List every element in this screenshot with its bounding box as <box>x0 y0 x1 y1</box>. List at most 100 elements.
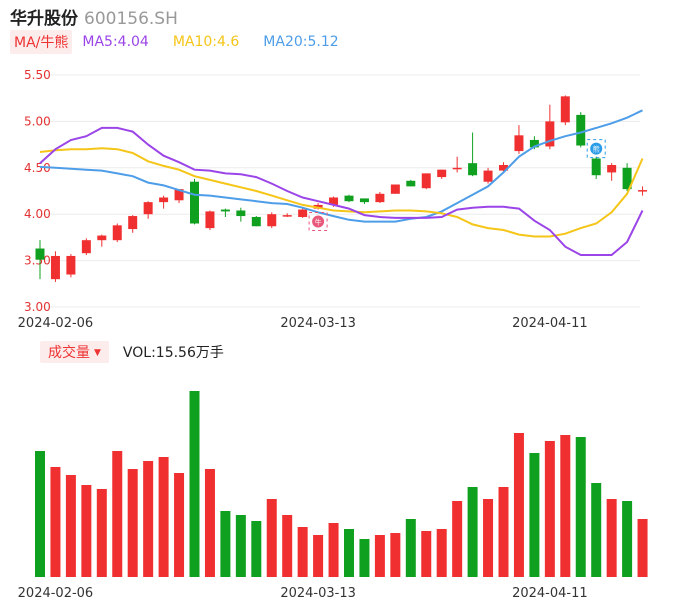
volume-bar <box>220 511 231 577</box>
candle-body <box>220 209 230 212</box>
volume-bar <box>591 483 602 577</box>
candle <box>560 95 570 126</box>
volume-indicator-tag[interactable]: 成交量 ▼ <box>40 341 109 363</box>
candle <box>220 208 230 217</box>
candle <box>267 212 277 229</box>
candle-body <box>190 181 199 224</box>
candle <box>298 208 308 218</box>
candle-body <box>81 240 91 254</box>
candle <box>344 194 354 203</box>
candle-body <box>97 235 107 241</box>
volume-bar <box>637 519 648 577</box>
candle-body <box>112 225 122 241</box>
volume-value: VOL:15.56万手 <box>122 345 224 361</box>
volume-bar <box>65 475 76 577</box>
candle <box>143 201 153 219</box>
volume-bar <box>467 487 478 577</box>
candle-body <box>298 209 308 217</box>
volume-bar <box>529 453 540 577</box>
signal-marker-badge <box>312 215 325 228</box>
volume-bar <box>405 519 416 577</box>
volume-bar <box>344 529 354 577</box>
candle <box>236 207 246 222</box>
volume-bar <box>374 535 385 577</box>
volume-bar <box>158 457 169 577</box>
candle-body <box>50 255 60 280</box>
volume-bar <box>251 521 262 577</box>
candle-body <box>359 198 369 203</box>
price-y-tick-label: 4.50 <box>24 161 51 175</box>
candle-body <box>638 190 648 192</box>
candle <box>576 112 586 148</box>
candle-body <box>529 139 539 148</box>
candle-body <box>128 216 138 230</box>
candle <box>112 223 122 243</box>
candle-body <box>66 255 76 275</box>
candle-body <box>390 184 400 194</box>
volume-x-tick-label: 2024-04-11 <box>512 586 588 601</box>
candle <box>97 234 107 247</box>
candle <box>35 240 45 280</box>
price-x-tick-label: 2024-02-06 <box>18 316 94 331</box>
signal-marker-frame <box>586 139 606 159</box>
candle-body <box>251 216 261 227</box>
candle-body <box>421 173 431 189</box>
price-y-tick-label: 5.50 <box>24 68 51 82</box>
candle <box>452 156 462 173</box>
candle <box>622 163 632 191</box>
candle <box>205 210 215 230</box>
candle <box>190 178 199 225</box>
volume-bar <box>622 501 633 577</box>
stock-code: 600156.SH <box>84 9 178 29</box>
signal-marker: 熊 <box>586 139 606 159</box>
candle <box>406 179 416 187</box>
candle <box>607 163 617 181</box>
volume-bar <box>575 437 586 577</box>
candle <box>359 198 369 204</box>
volume-bar <box>513 433 524 577</box>
volume-bar <box>483 499 494 577</box>
candle <box>50 251 60 282</box>
candle-body <box>622 167 632 190</box>
volume-bar <box>390 533 401 577</box>
volume-bar <box>50 467 61 577</box>
candle <box>66 254 76 278</box>
candle <box>638 186 648 196</box>
stock-name: 华升股份 <box>10 9 78 29</box>
candle <box>375 191 385 204</box>
volume-bar <box>204 469 215 577</box>
candle-body <box>35 248 45 260</box>
candle-body <box>174 189 184 201</box>
stock-header: 华升股份 600156.SH <box>10 4 178 29</box>
candle-body <box>483 170 493 182</box>
ma20-line <box>39 109 643 223</box>
volume-bar <box>328 523 339 577</box>
volume-chart: 2024-02-06 2024-03-13 2024-04-11 <box>18 391 648 601</box>
volume-bar <box>297 527 308 577</box>
ma-indicator-tag[interactable]: MA/牛熊 <box>10 30 73 54</box>
volume-bar <box>35 451 45 577</box>
candle-body <box>545 121 555 147</box>
ma10-line <box>39 147 644 238</box>
signal-marker-badge <box>590 142 603 155</box>
volume-tag-label: 成交量 <box>48 345 90 361</box>
volume-bar <box>313 535 324 577</box>
volume-bar <box>498 487 509 577</box>
candle <box>128 215 138 233</box>
candle-body <box>514 135 524 152</box>
candle <box>282 213 292 217</box>
candle <box>591 156 601 179</box>
signal-marker: 牛 <box>308 212 328 232</box>
candle <box>483 167 493 184</box>
candle-body <box>143 202 153 215</box>
volume-bar <box>606 499 617 577</box>
volume-bar <box>560 435 571 577</box>
ma5-legend: MA5:4.04 <box>82 34 149 50</box>
signal-marker-label: 牛 <box>315 218 322 227</box>
ma20-legend: MA20:5.12 <box>263 34 339 50</box>
volume-legend: 成交量 ▼ VOL:15.56万手 <box>40 341 224 363</box>
volume-bar <box>452 501 463 577</box>
dropdown-arrow-icon: ▼ <box>94 348 101 358</box>
volume-bar <box>544 441 555 577</box>
